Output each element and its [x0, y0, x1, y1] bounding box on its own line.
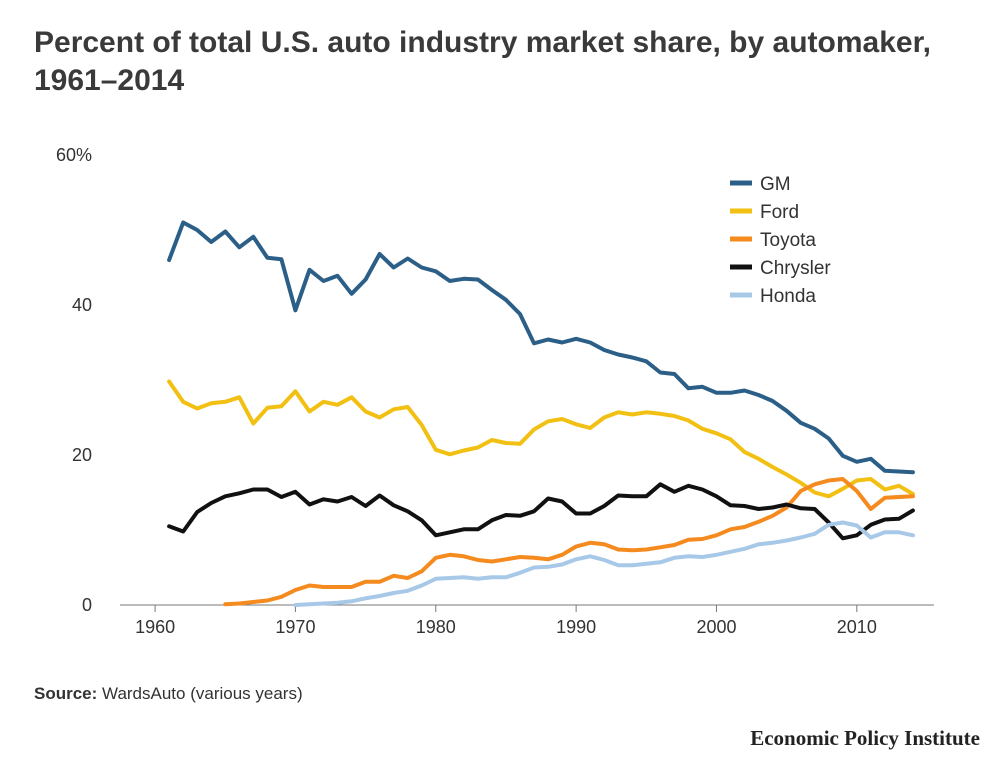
publisher-logo-text: Economic Policy Institute	[750, 726, 980, 750]
source-label: Source:	[34, 684, 98, 703]
series-line-gm	[167, 220, 915, 475]
x-tick-label: 2010	[837, 617, 877, 637]
y-tick-label: 40	[72, 295, 92, 315]
series-line-honda	[293, 520, 915, 607]
series-lines	[167, 220, 915, 607]
source-note: Source: WardsAuto (various years)	[34, 684, 303, 704]
legend-label-honda: Honda	[760, 286, 816, 307]
y-tick-label: 60%	[56, 145, 92, 165]
y-axis-ticks: 0 20 40 60%	[56, 145, 92, 615]
legend: GM Ford Toyota Chrysler Honda	[730, 174, 831, 307]
y-tick-label: 20	[72, 445, 92, 465]
x-tick-label: 1960	[135, 617, 175, 637]
legend-label-ford: Ford	[760, 202, 799, 223]
series-line-chrysler	[167, 482, 915, 541]
y-tick-label: 0	[82, 595, 92, 615]
legend-label-gm: GM	[760, 174, 791, 195]
legend-label-toyota: Toyota	[760, 230, 816, 251]
series-line-ford	[167, 379, 915, 499]
x-tick-label: 1990	[556, 617, 596, 637]
x-tick-label: 2000	[696, 617, 736, 637]
x-axis-ticks: 1960 1970 1980 1990 2000 2010	[135, 605, 877, 637]
chart-title: Percent of total U.S. auto industry mark…	[34, 26, 931, 97]
x-tick-label: 1980	[416, 617, 456, 637]
x-tick-label: 1970	[275, 617, 315, 637]
source-text: WardsAuto (various years)	[102, 684, 303, 703]
legend-label-chrysler: Chrysler	[760, 258, 831, 279]
series-line-toyota	[223, 477, 915, 607]
